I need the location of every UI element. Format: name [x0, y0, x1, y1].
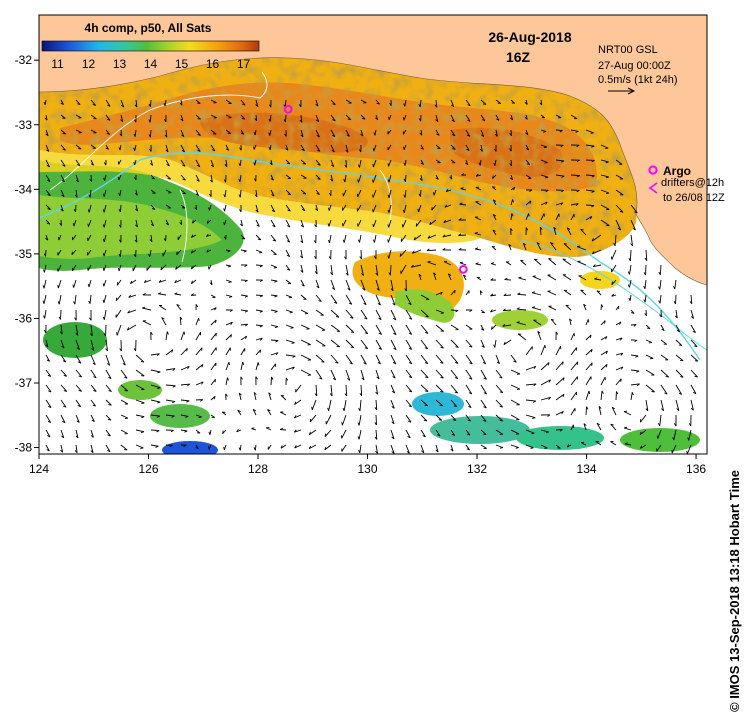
x-tick-label: 130: [358, 462, 378, 476]
colorbar-tick-label: 16: [206, 57, 220, 71]
model-label: NRT00 GSL: [598, 44, 658, 56]
colorbar-label: 4h comp, p50, All Sats: [85, 21, 212, 35]
colorbar-tick-label: 11: [51, 57, 64, 71]
y-tick-label: -38: [15, 441, 33, 455]
x-tick-label: 136: [686, 462, 706, 476]
y-tick-label: -35: [15, 247, 33, 261]
drifters-legend-label: drifters@12h: [661, 177, 724, 189]
map-subtitle: 16Z: [506, 49, 531, 65]
sst-patch-cold: [162, 441, 218, 459]
colorbar-tick-label: 14: [144, 57, 158, 71]
x-tick-label: 124: [29, 462, 49, 476]
colorbar-tick-label: 17: [237, 57, 251, 71]
x-tick-label: 128: [248, 462, 268, 476]
y-tick-label: -37: [15, 376, 33, 390]
sst-patch: [118, 380, 162, 400]
x-axis: 124 126 128 130 132 134 136: [29, 454, 706, 476]
drifters-legend-label-2: to 26/08 12Z: [663, 192, 725, 204]
sst-patch: [43, 322, 107, 358]
y-tick-label: -32: [15, 53, 33, 67]
sst-map: 124 126 128 130 132 134 136 -32 -33 -34 -35 -36 -37…: [0, 0, 749, 496]
sst-patch: [430, 416, 530, 444]
map-title: 26-Aug-2018: [488, 29, 571, 45]
x-tick-label: 134: [577, 462, 597, 476]
argo-legend-label: Argo: [663, 164, 691, 178]
y-axis: -32 -33 -34 -35 -36 -37 -38: [15, 53, 39, 454]
sst-patch: [412, 392, 464, 416]
x-tick-label: 132: [467, 462, 487, 476]
y-tick-label: -34: [15, 182, 33, 196]
credit-text: © IMOS 13-Sep-2018 13:18 Hobart Time: [727, 470, 742, 712]
y-tick-label: -36: [15, 311, 33, 325]
valid-time-label: 27-Aug 00:00Z: [598, 60, 671, 72]
x-tick-label: 126: [138, 462, 158, 476]
sst-patch: [492, 310, 548, 330]
vector-scale-label: 0.5m/s (1kt 24h): [598, 74, 677, 86]
colorbar-tick-label: 12: [82, 57, 96, 71]
colorbar-tick-label: 13: [113, 57, 127, 71]
y-tick-label: -33: [15, 118, 33, 132]
colorbar-tick-label: 15: [175, 57, 189, 71]
colorbar-gradient: [42, 41, 259, 51]
